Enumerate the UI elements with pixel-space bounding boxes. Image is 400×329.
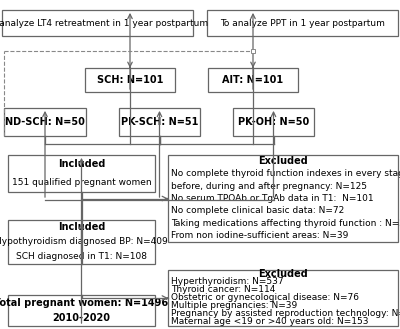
FancyBboxPatch shape xyxy=(251,49,255,53)
Text: Total pregnant women: N=1496: Total pregnant women: N=1496 xyxy=(0,298,168,308)
FancyBboxPatch shape xyxy=(207,10,398,36)
Text: Excluded: Excluded xyxy=(258,156,308,166)
Text: SCH: N=101: SCH: N=101 xyxy=(97,75,163,85)
FancyBboxPatch shape xyxy=(4,108,86,136)
Text: To analyze LT4 retreatment in 1 year postpartum: To analyze LT4 retreatment in 1 year pos… xyxy=(0,18,208,28)
Text: Excluded: Excluded xyxy=(258,269,308,279)
Text: Pregnancy by assisted reproduction technology: N=60: Pregnancy by assisted reproduction techn… xyxy=(171,310,400,318)
FancyBboxPatch shape xyxy=(233,108,314,136)
Text: before, during and after pregnancy: N=125: before, during and after pregnancy: N=12… xyxy=(171,182,367,190)
Text: AIT: N=101: AIT: N=101 xyxy=(222,75,284,85)
Text: Taking medications affecting thyroid function : N=29: Taking medications affecting thyroid fun… xyxy=(171,219,400,228)
Text: Hypothyroidism diagnosed BP: N=409: Hypothyroidism diagnosed BP: N=409 xyxy=(0,238,168,246)
Text: No complete clinical basic data: N=72: No complete clinical basic data: N=72 xyxy=(171,206,344,215)
FancyBboxPatch shape xyxy=(8,220,155,264)
FancyBboxPatch shape xyxy=(2,10,193,36)
FancyBboxPatch shape xyxy=(168,270,398,326)
Text: No complete thyroid function indexes in every stage: No complete thyroid function indexes in … xyxy=(171,169,400,178)
Text: Obstetric or gynecological disease: N=76: Obstetric or gynecological disease: N=76 xyxy=(171,293,359,302)
FancyBboxPatch shape xyxy=(208,68,298,92)
Text: To analyze PPT in 1 year postpartum: To analyze PPT in 1 year postpartum xyxy=(220,18,385,28)
Text: PK-SCH: N=51: PK-SCH: N=51 xyxy=(121,117,198,127)
FancyBboxPatch shape xyxy=(85,68,175,92)
Text: Hyperthyroidism: N=537: Hyperthyroidism: N=537 xyxy=(171,277,284,287)
Text: ND-SCH: N=50: ND-SCH: N=50 xyxy=(5,117,85,127)
FancyBboxPatch shape xyxy=(168,155,398,242)
Text: Thyroid cancer: N=114: Thyroid cancer: N=114 xyxy=(171,286,275,294)
Text: No serum TPOAb or TgAb data in T1:  N=101: No serum TPOAb or TgAb data in T1: N=101 xyxy=(171,194,374,203)
Text: Multiple pregnancies: N=39: Multiple pregnancies: N=39 xyxy=(171,301,297,311)
FancyBboxPatch shape xyxy=(8,155,155,192)
FancyBboxPatch shape xyxy=(119,108,200,136)
Text: Maternal age <19 or >40 years old: N=153: Maternal age <19 or >40 years old: N=153 xyxy=(171,317,368,326)
Text: PK-OH: N=50: PK-OH: N=50 xyxy=(238,117,309,127)
Text: Included: Included xyxy=(58,222,105,232)
Text: 2010-2020: 2010-2020 xyxy=(52,313,110,323)
FancyBboxPatch shape xyxy=(8,295,155,326)
Text: 151 qualified pregnant women: 151 qualified pregnant women xyxy=(12,178,151,187)
Text: SCH diagnosed in T1: N=108: SCH diagnosed in T1: N=108 xyxy=(16,252,147,261)
Text: From non iodine-sufficient areas: N=39: From non iodine-sufficient areas: N=39 xyxy=(171,231,348,240)
Text: Included: Included xyxy=(58,159,105,169)
